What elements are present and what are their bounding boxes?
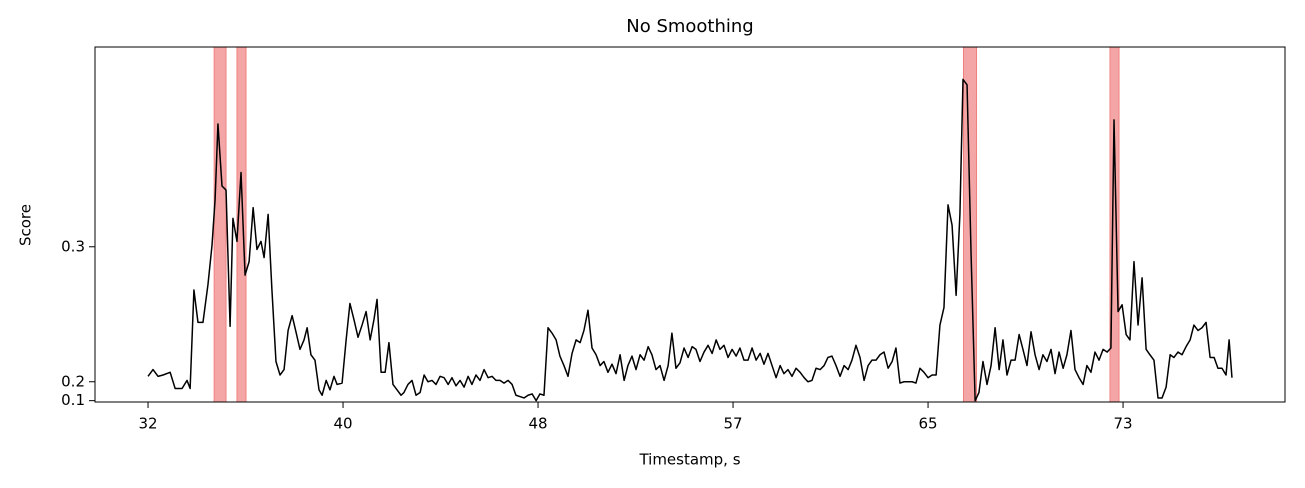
highlight-span xyxy=(1109,46,1120,403)
chart-title: No Smoothing xyxy=(626,16,754,37)
y-axis-label: Score xyxy=(17,204,35,246)
y-tick-label: 0.2 xyxy=(61,372,85,390)
x-tick-label: 48 xyxy=(528,415,547,433)
x-tick-label: 57 xyxy=(723,415,742,433)
score-line xyxy=(147,78,1233,402)
y-tick-label: 0.3 xyxy=(61,237,85,255)
x-tick-label: 32 xyxy=(138,415,157,433)
y-tick-label: 0.1 xyxy=(61,391,85,409)
plot-frame xyxy=(94,46,1286,403)
x-tick-label: 40 xyxy=(333,415,352,433)
x-axis-label: Timestamp, s xyxy=(638,451,740,469)
x-tick-label: 65 xyxy=(919,415,938,433)
highlight-span xyxy=(213,46,227,403)
x-tick-label: 73 xyxy=(1114,415,1133,433)
